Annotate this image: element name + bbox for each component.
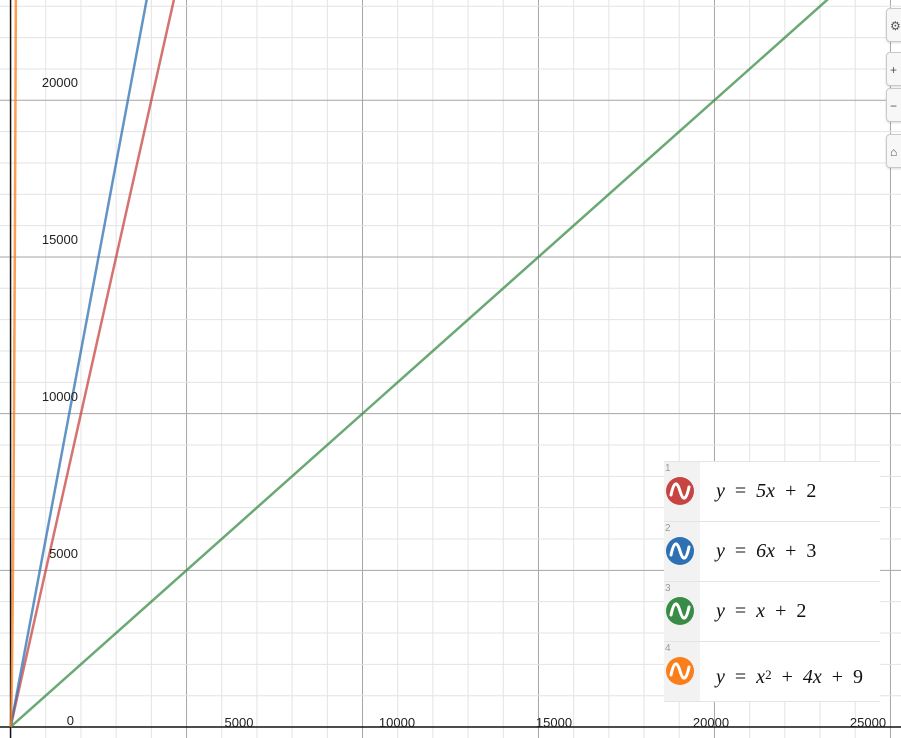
x-tick-label: 20000 bbox=[693, 715, 729, 730]
expression-number: 3 bbox=[665, 583, 671, 594]
expression-formula[interactable]: y = 6x + 3 bbox=[716, 540, 817, 562]
expression-row-2[interactable]: 2 y = 6x + 3 bbox=[664, 522, 880, 582]
zoom-in-icon[interactable]: + bbox=[886, 52, 901, 86]
y-tick-label: 10000 bbox=[42, 389, 78, 404]
wrench-icon[interactable]: ⚙ bbox=[886, 8, 901, 42]
expression-gutter: 3 bbox=[664, 582, 700, 641]
expression-gutter: 1 bbox=[664, 462, 700, 521]
curves bbox=[9, 0, 901, 728]
y-tick-label: 5000 bbox=[49, 546, 78, 561]
y-tick-label: 15000 bbox=[42, 232, 78, 247]
expression-number: 1 bbox=[665, 463, 671, 474]
expression-number: 2 bbox=[665, 523, 671, 534]
expression-row-1[interactable]: 1 y = 5x + 2 bbox=[664, 461, 880, 522]
expression-gutter: 4 bbox=[664, 642, 700, 701]
home-icon[interactable]: ⌂ bbox=[886, 134, 901, 168]
y-tick-label: 20000 bbox=[42, 75, 78, 90]
expression-list: 1 y = 5x + 2 2 y = 6x + 3 3 bbox=[664, 461, 880, 702]
wave-icon[interactable] bbox=[666, 597, 694, 625]
expression-gutter: 2 bbox=[664, 522, 700, 581]
expression-formula[interactable]: y = 5x + 2 bbox=[716, 480, 817, 502]
wave-icon[interactable] bbox=[666, 477, 694, 505]
zoom-out-icon[interactable]: − bbox=[886, 88, 901, 122]
origin-label: 0 bbox=[67, 713, 74, 728]
curve-3[interactable] bbox=[9, 0, 901, 728]
x-tick-label: 5000 bbox=[225, 715, 254, 730]
curve-1[interactable] bbox=[9, 0, 901, 728]
expression-number: 4 bbox=[665, 643, 671, 654]
x-tick-label: 15000 bbox=[536, 715, 572, 730]
expression-row-3[interactable]: 3 y = x + 2 bbox=[664, 582, 880, 642]
x-tick-label: 25000 bbox=[850, 715, 886, 730]
x-tick-label: 10000 bbox=[379, 715, 415, 730]
wave-icon[interactable] bbox=[666, 657, 694, 685]
tick-labels: 0 5000 10000 15000 20000 25000 5000 1000… bbox=[42, 75, 886, 730]
curve-4[interactable] bbox=[9, 0, 18, 727]
wave-icon[interactable] bbox=[666, 537, 694, 565]
expression-formula[interactable]: y = x + 2 bbox=[716, 600, 807, 622]
